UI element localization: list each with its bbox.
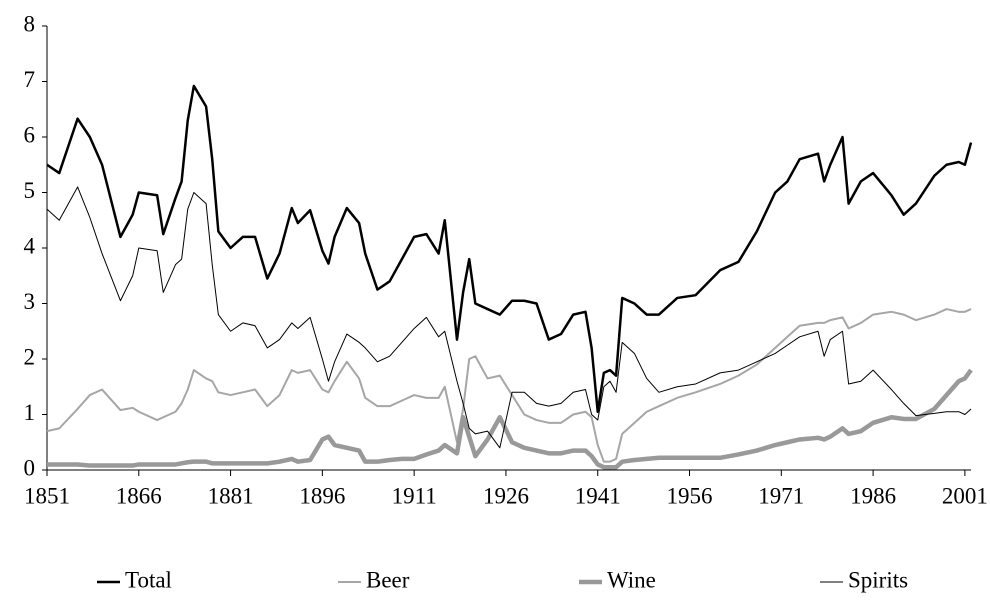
y-tick-label: 4 [24,233,36,258]
y-tick-label: 3 [24,289,36,314]
y-tick-label: 7 [24,67,36,92]
y-tick-label: 0 [24,455,36,480]
x-tick-label: 1971 [758,483,804,508]
x-tick-label: 1941 [575,483,621,508]
legend-label: Wine [607,567,656,592]
legend-label: Beer [366,567,410,592]
legend-label: Total [125,567,172,592]
x-tick-label: 1956 [667,483,713,508]
x-tick-label: 1986 [850,483,896,508]
y-tick-label: 1 [24,400,36,425]
x-tick-label: 2001 [942,483,988,508]
legend-label: Spirits [848,567,908,592]
x-tick-label: 1881 [208,483,254,508]
series-line [47,368,973,470]
series-line [46,308,972,463]
x-tick-label: 1851 [24,483,70,508]
series-line [46,84,973,413]
series-line [46,186,972,449]
y-tick-label: 8 [24,11,36,36]
x-tick-label: 1896 [299,483,345,508]
y-tick-label: 6 [24,122,36,147]
x-tick-label: 1866 [116,483,162,508]
y-tick-label: 2 [24,344,36,369]
y-tick-label: 5 [24,178,36,203]
x-tick-label: 1911 [392,483,437,508]
x-tick-label: 1926 [483,483,529,508]
